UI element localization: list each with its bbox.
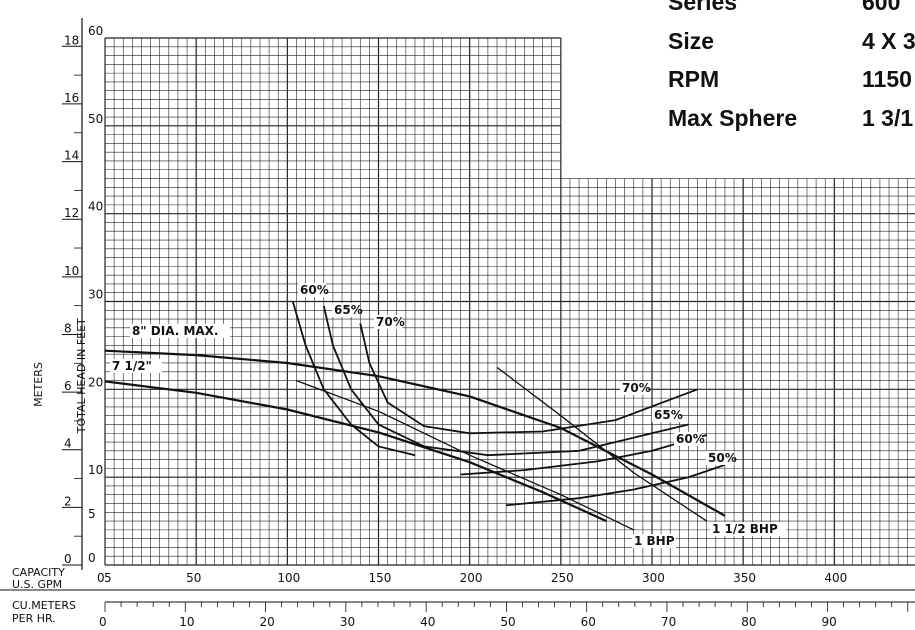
meters-tick-label: 2 <box>64 494 72 508</box>
meters-tick-label: 0 <box>64 552 72 566</box>
cu-meters-tick-label: 70 <box>661 615 676 629</box>
chart-grid <box>104 37 915 566</box>
curve-label: 70% <box>622 381 651 395</box>
annotation-background <box>620 381 648 395</box>
curve-label: 60% <box>300 283 329 297</box>
annotation-background <box>632 534 676 548</box>
spec-label-size: Size <box>668 28 714 54</box>
spec-value-max-sphere: 1 3/1 <box>862 105 913 131</box>
x-tick-label: 50 <box>186 571 201 585</box>
efficiency-curve <box>291 301 416 457</box>
meters-tick-label: 12 <box>64 206 79 220</box>
meters-tick-label: 8 <box>64 321 72 335</box>
feet-tick-label: 40 <box>88 200 103 214</box>
meters-tick-label: 4 <box>64 437 72 451</box>
cu-meters-tick-label: 80 <box>741 615 756 629</box>
meters-tick-label: 10 <box>64 264 79 278</box>
annotation-background <box>298 283 326 297</box>
curve-label: 1 1/2 BHP <box>712 522 778 536</box>
meters-tick-label: 18 <box>64 33 79 47</box>
bhp-curve <box>496 366 708 522</box>
meters-axis-label: METERS <box>32 362 45 407</box>
annotation-background <box>652 408 680 422</box>
feet-tick-label: 30 <box>88 288 103 302</box>
cu-meters-axis-label: CU.METERS <box>12 599 76 612</box>
x-tick-label: 250 <box>551 571 574 585</box>
x-tick-label: 150 <box>369 571 392 585</box>
cu-meters-tick-label: 10 <box>179 615 194 629</box>
feet-tick-label: 50 <box>88 112 103 126</box>
bhp-curve <box>296 379 635 531</box>
meters-tick-label: 6 <box>64 379 72 393</box>
cu-meters-axis-label-units: PER HR. <box>12 612 56 625</box>
annotation-background <box>110 359 162 373</box>
cu-meters-tick-label: 20 <box>260 615 275 629</box>
efficiency-curve <box>460 434 707 476</box>
feet-tick-label: 5 <box>88 507 96 521</box>
x-axis-label: CAPACITY <box>12 566 65 579</box>
annotation-background <box>710 522 786 536</box>
annotation-background <box>706 451 734 465</box>
head-curve <box>104 349 726 517</box>
spec-table: Series 600 Size 4 X 3 RPM 1150 Max Spher… <box>668 0 915 131</box>
curve-label: 7 1/2" <box>112 359 152 373</box>
curve-label: 50% <box>708 451 737 465</box>
efficiency-curve <box>359 323 698 435</box>
annotation-background <box>332 303 360 317</box>
x-tick-label: 0 <box>97 571 105 585</box>
x-axis-label-units: U.S. GPM <box>12 578 62 591</box>
chart-axes <box>0 18 915 612</box>
x-tick-label: 350 <box>733 571 756 585</box>
feet-tick-label: 10 <box>88 463 103 477</box>
curve-label: 1 BHP <box>634 534 675 548</box>
spec-label-rpm: RPM <box>668 66 719 92</box>
y-axis-label: TOTAL HEAD IN FEET <box>75 318 88 434</box>
spec-value-series: 600 <box>862 0 900 15</box>
spec-value-size: 4 X 3 <box>862 28 915 54</box>
curve-label: 70% <box>376 315 405 329</box>
meters-tick-label: 16 <box>64 91 79 105</box>
curve-label: 8" DIA. MAX. <box>132 324 219 338</box>
efficiency-curve <box>322 305 689 457</box>
annotation-background <box>130 324 230 338</box>
x-tick-label: 200 <box>460 571 483 585</box>
chart-curves <box>104 301 726 531</box>
feet-tick-label: 60 <box>88 24 103 38</box>
annotation-background <box>374 315 402 329</box>
cu-meters-tick-label: 60 <box>581 615 596 629</box>
x-tick-label: 100 <box>277 571 300 585</box>
curve-label: 65% <box>654 408 683 422</box>
x-tick-label: 5 <box>104 571 112 585</box>
spec-label-max-sphere: Max Sphere <box>668 105 797 131</box>
curve-label: 60% <box>676 432 705 446</box>
x-tick-label: 300 <box>642 571 665 585</box>
cu-meters-tick-label: 50 <box>500 615 515 629</box>
feet-tick-label: 0 <box>88 551 96 565</box>
spec-label-series: Series <box>668 0 737 15</box>
feet-tick-label: 20 <box>88 375 103 389</box>
meters-tick-label: 14 <box>64 149 79 163</box>
curve-label: 65% <box>334 303 363 317</box>
head-curve <box>104 380 607 523</box>
efficiency-curve <box>506 464 726 507</box>
annotation-background <box>674 432 702 446</box>
cu-meters-tick-label: 90 <box>822 615 837 629</box>
cu-meters-tick-label: 40 <box>420 615 435 629</box>
cu-meters-tick-label: 30 <box>340 615 355 629</box>
spec-value-rpm: 1150 <box>862 66 912 92</box>
cu-meters-tick-label: 0 <box>99 615 107 629</box>
x-tick-label: 400 <box>824 571 847 585</box>
